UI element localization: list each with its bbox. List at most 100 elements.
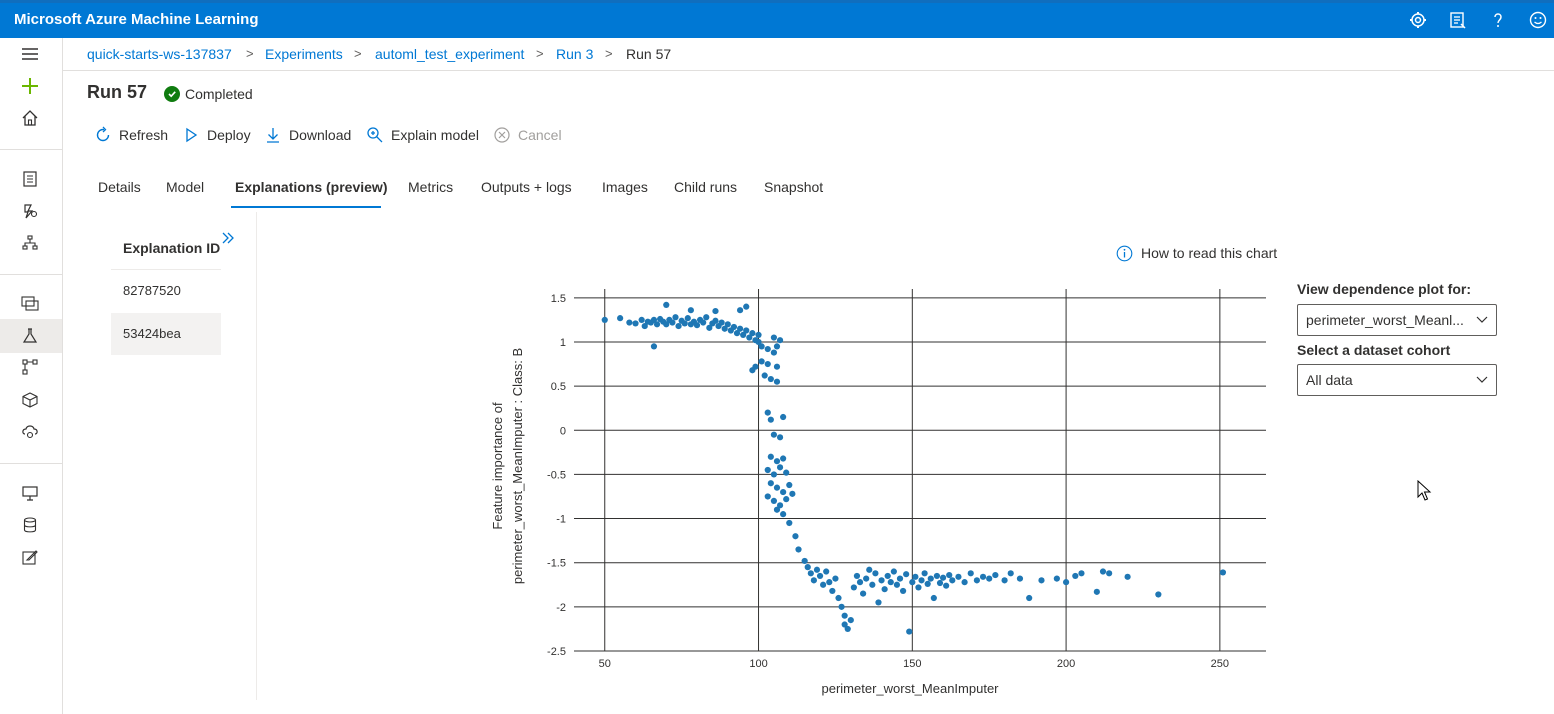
scatter-point — [903, 571, 910, 578]
scatter-point — [860, 590, 867, 597]
scatter-point — [773, 363, 781, 370]
scatter-point — [1072, 572, 1079, 580]
scatter-point — [820, 581, 827, 588]
breadcrumb-parent-run[interactable]: Run 3 — [556, 46, 594, 62]
home-icon[interactable] — [19, 107, 41, 129]
x-tick-label: 250 — [1211, 658, 1229, 670]
scatter-point — [767, 480, 774, 487]
scatter-point — [878, 577, 885, 584]
scatter-point — [764, 360, 771, 368]
scatter-point — [853, 572, 861, 580]
scatter-point — [847, 616, 854, 624]
automated-ml-icon[interactable] — [19, 200, 41, 222]
help-icon[interactable] — [1487, 9, 1509, 31]
breadcrumb: quick-starts-ws-137837 > Experiments > a… — [63, 38, 1554, 71]
refresh-icon — [93, 125, 113, 145]
scatter-point — [863, 575, 870, 582]
designer-icon[interactable] — [19, 232, 41, 254]
tab-images[interactable]: Images — [602, 179, 648, 195]
smiley-icon[interactable] — [1527, 9, 1549, 31]
scatter-point — [767, 416, 774, 423]
nav-separator — [0, 149, 62, 150]
y-tick-label: -1.5 — [547, 558, 566, 570]
scatter-point — [936, 579, 944, 587]
models-icon[interactable] — [19, 389, 41, 411]
page-title: Run 57 — [87, 82, 148, 102]
explain-model-button[interactable]: Explain model — [365, 125, 479, 145]
data-labeling-icon[interactable] — [19, 546, 41, 568]
scatter-point — [890, 568, 897, 575]
scatter-point — [773, 484, 781, 491]
feedback-list-icon[interactable] — [1447, 9, 1469, 31]
scatter-point — [979, 573, 987, 580]
tab-model[interactable]: Model — [166, 179, 205, 195]
scatter-point — [875, 599, 882, 606]
feature-dropdown[interactable]: perimeter_worst_Meanl... — [1297, 304, 1497, 336]
scatter-point — [746, 334, 753, 341]
scatter-point — [776, 337, 784, 344]
scatter-point — [955, 573, 962, 580]
check-circle-icon — [164, 86, 180, 102]
how-to-read-chart-link[interactable]: How to read this chart — [1116, 244, 1277, 262]
x-tick-labels: 50 100 150 200 250 — [599, 658, 1229, 670]
cohort-dropdown[interactable]: All data — [1297, 364, 1497, 396]
breadcrumb-experiments[interactable]: Experiments — [265, 46, 343, 62]
cohort-dropdown-value: All data — [1306, 372, 1353, 388]
scatter-point — [672, 314, 679, 321]
datasets-icon[interactable] — [19, 292, 41, 314]
download-button[interactable]: Download — [263, 125, 351, 145]
scatter-point — [743, 303, 750, 310]
deploy-button[interactable]: Deploy — [181, 125, 251, 145]
scatter-point — [626, 319, 633, 326]
chevron-down-icon — [1476, 316, 1488, 323]
scatter-point — [795, 546, 802, 553]
tab-outputs-logs[interactable]: Outputs + logs — [481, 179, 572, 195]
scatter-point — [730, 323, 738, 331]
breadcrumb-experiment-name[interactable]: automl_test_experiment — [375, 46, 525, 62]
explanation-list-item[interactable]: 82787520 — [123, 283, 181, 298]
scatter-point — [915, 584, 922, 591]
scatter-point — [743, 327, 750, 334]
scatter-point — [844, 625, 851, 633]
create-new-icon[interactable] — [19, 75, 41, 97]
hamburger-menu-icon[interactable] — [19, 43, 41, 65]
tab-child-runs[interactable]: Child runs — [674, 179, 738, 195]
scatter-point — [1093, 588, 1100, 595]
tab-metrics[interactable]: Metrics — [408, 179, 454, 195]
x-axis-label: perimeter_worst_MeanImputer — [821, 681, 999, 696]
panel-divider — [256, 212, 257, 700]
y-axis-label-line1: Feature importance of — [490, 402, 505, 530]
scatter-point — [761, 372, 768, 379]
scatter-point — [767, 375, 774, 383]
scatter-point — [758, 343, 765, 350]
chart-grid — [574, 289, 1266, 652]
datastores-icon[interactable] — [19, 514, 41, 536]
tab-details[interactable]: Details — [98, 179, 141, 195]
experiments-icon[interactable] — [19, 325, 41, 347]
explanation-list-item-selected[interactable]: 53424bea — [111, 313, 221, 355]
scatter-point — [789, 490, 796, 497]
scatter-point — [632, 320, 639, 327]
magnifier-icon — [365, 125, 385, 145]
endpoints-icon[interactable] — [19, 421, 41, 443]
scatter-point — [884, 572, 891, 580]
download-label: Download — [289, 127, 352, 143]
gear-icon[interactable] — [1407, 9, 1429, 31]
scatter-point — [826, 579, 833, 586]
scatter-point — [810, 577, 817, 584]
breadcrumb-workspace[interactable]: quick-starts-ws-137837 — [87, 46, 232, 62]
scatter-point — [641, 322, 648, 330]
compute-icon[interactable] — [19, 482, 41, 504]
double-chevron-right-icon[interactable] — [219, 230, 237, 248]
tab-snapshot[interactable]: Snapshot — [764, 179, 824, 195]
notebooks-icon[interactable] — [19, 168, 41, 190]
tab-explanations[interactable]: Explanations (preview) — [235, 179, 388, 195]
refresh-button[interactable]: Refresh — [93, 125, 168, 145]
pipelines-icon[interactable] — [19, 356, 41, 378]
scatter-point — [773, 458, 781, 465]
cancel-button[interactable]: Cancel — [492, 125, 562, 145]
scatter-point — [755, 338, 762, 346]
scatter-point — [770, 349, 778, 356]
deploy-icon — [181, 125, 201, 145]
scatter-point — [770, 471, 778, 478]
